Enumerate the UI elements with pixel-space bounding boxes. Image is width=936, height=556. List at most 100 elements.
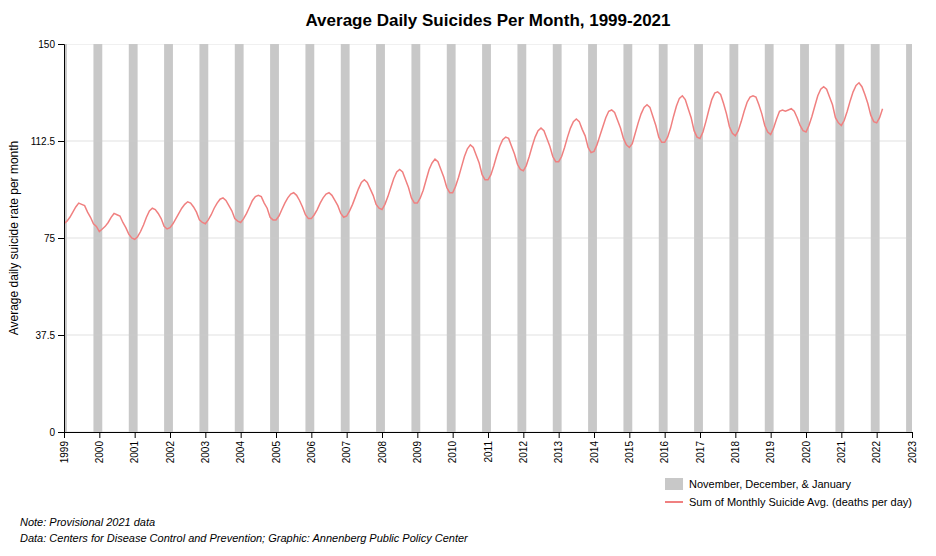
- x-tick-mark: [877, 432, 878, 438]
- x-tick: 2005: [271, 432, 282, 463]
- y-tick-label: 112.5: [31, 136, 56, 147]
- x-tick-mark: [771, 432, 772, 438]
- grid-line: [64, 432, 912, 433]
- legend: November, December, & January Sum of Mont…: [665, 478, 912, 508]
- line: [64, 83, 883, 239]
- legend-swatch: [665, 501, 683, 503]
- x-tick-label: 2008: [377, 441, 388, 464]
- x-tick-label: 2014: [589, 441, 600, 464]
- x-tick: 2002: [165, 432, 176, 463]
- x-tick-label: 2007: [341, 441, 352, 464]
- x-tick-mark: [912, 432, 913, 438]
- x-tick: 2003: [200, 432, 211, 463]
- y-tick-label: 75: [44, 233, 56, 244]
- x-tick-mark: [523, 432, 524, 438]
- legend-item: November, December, & January: [665, 478, 852, 490]
- x-tick-mark: [488, 432, 489, 438]
- x-tick-label: 2004: [235, 441, 246, 464]
- x-tick-label: 2005: [271, 441, 282, 464]
- y-tick-label: 150: [38, 39, 55, 50]
- y-tick-mark: [58, 335, 64, 336]
- x-tick-label: 2011: [483, 441, 494, 463]
- x-axis: 1999 2000 2001 2002 2003 2004 2005 2006 2007 2008…: [59, 432, 918, 463]
- x-tick-label: 2017: [695, 441, 706, 464]
- legend-item: Sum of Monthly Suicide Avg. (deaths per …: [665, 496, 912, 508]
- grid-line: [64, 238, 912, 239]
- note: Note: Provisional 2021 data: [20, 516, 155, 528]
- x-tick-label: 2020: [801, 441, 812, 464]
- x-tick: 2021: [836, 432, 847, 463]
- x-axis-line: [65, 433, 913, 439]
- x-tick-mark: [276, 432, 277, 438]
- x-tick-mark: [629, 432, 630, 438]
- x-tick-mark: [806, 432, 807, 438]
- x-tick: 1999: [59, 432, 70, 463]
- x-tick-label: 2022: [871, 441, 882, 464]
- x-tick-mark: [311, 432, 312, 438]
- legend-swatch: [665, 478, 683, 490]
- y-tick: 112.5: [31, 136, 64, 147]
- x-tick-mark: [241, 432, 242, 438]
- x-tick: 2013: [553, 432, 564, 463]
- y-tick: 150: [38, 39, 64, 50]
- legend-label: Sum of Monthly Suicide Avg. (deaths per …: [689, 496, 912, 508]
- x-tick: 2014: [589, 432, 600, 463]
- x-tick-label: 2023: [907, 441, 918, 464]
- y-tick: 37.5: [36, 330, 64, 341]
- grid-line: [64, 335, 912, 336]
- x-tick: 2018: [730, 432, 741, 463]
- x-tick-mark: [417, 432, 418, 438]
- x-tick-label: 2018: [730, 441, 741, 464]
- x-tick: 2020: [801, 432, 812, 463]
- x-tick-label: 2013: [553, 441, 564, 464]
- y-tick: 75: [44, 233, 64, 244]
- chart: 1999 2000 2001 2002 2003 2004 2005 2006 2007 2008…: [0, 0, 936, 556]
- x-tick-mark: [841, 432, 842, 438]
- y-axis-line: [58, 45, 65, 433]
- x-tick-mark: [665, 432, 666, 438]
- y-axis: 0 37.5 75 112.5 150: [31, 39, 65, 438]
- x-tick-label: 2001: [129, 441, 140, 464]
- grid-line: [64, 141, 912, 142]
- x-tick: 2022: [871, 432, 882, 463]
- title: Average Daily Suicides Per Month, 1999-2…: [305, 11, 670, 30]
- y-tick-mark: [58, 238, 64, 239]
- x-tick-label: 2015: [624, 441, 635, 464]
- x-tick-mark: [170, 432, 171, 438]
- bands: [64, 44, 912, 432]
- x-tick: 2016: [659, 432, 670, 463]
- x-tick: 2019: [765, 432, 776, 463]
- x-tick-label: 1999: [59, 441, 70, 464]
- grid: [64, 44, 912, 432]
- x-tick-mark: [135, 432, 136, 438]
- x-tick-label: 2021: [836, 441, 847, 464]
- x-tick: 2011: [483, 432, 494, 463]
- x-tick: 2012: [518, 432, 529, 463]
- y-tick-label: 0: [49, 427, 55, 438]
- x-tick: 2000: [94, 432, 105, 463]
- x-tick-label: 2019: [765, 441, 776, 464]
- plot-area: [64, 44, 912, 432]
- x-tick: 2010: [447, 432, 458, 463]
- x-tick-label: 2003: [200, 441, 211, 464]
- x-tick-mark: [594, 432, 595, 438]
- x-tick-mark: [735, 432, 736, 438]
- y-tick-label: 37.5: [36, 330, 56, 341]
- note: Data: Centers for Disease Control and Pr…: [20, 532, 469, 544]
- x-tick-label: 2010: [447, 441, 458, 464]
- legend-label: November, December, & January: [689, 478, 852, 490]
- x-tick-mark: [99, 432, 100, 438]
- x-tick-mark: [700, 432, 701, 438]
- x-tick-mark: [205, 432, 206, 438]
- x-tick-mark: [347, 432, 348, 438]
- y-tick: 0: [49, 427, 64, 438]
- x-tick-label: 2000: [94, 441, 105, 464]
- x-tick-label: 2002: [165, 441, 176, 464]
- y-tick-mark: [58, 432, 64, 433]
- y-axis-title: Average daily suicide rate per month: [7, 141, 21, 336]
- x-tick: 2007: [341, 432, 352, 463]
- x-tick: 2006: [306, 432, 317, 463]
- x-tick: 2009: [412, 432, 423, 463]
- x-tick-label: 2016: [659, 441, 670, 464]
- x-tick-label: 2009: [412, 441, 423, 464]
